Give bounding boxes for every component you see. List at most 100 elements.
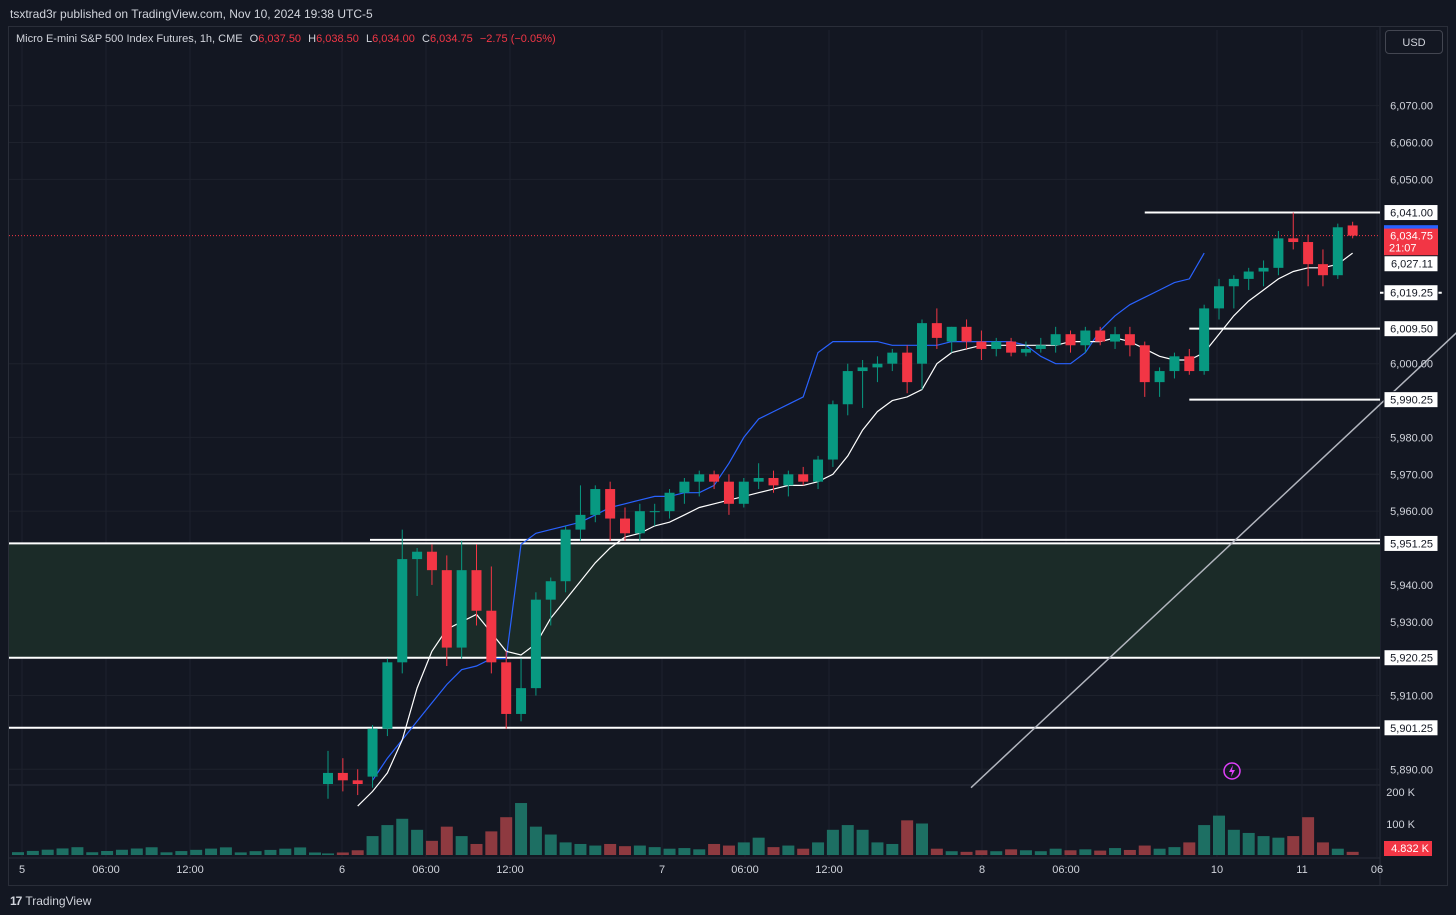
ema-slow-line (372, 252, 1205, 781)
candle-body (1065, 334, 1076, 346)
candle-body (768, 477, 779, 486)
price-tick-label: 6,050.00 (1390, 174, 1433, 186)
volume-bar (589, 845, 602, 855)
volume-bar (1257, 836, 1270, 855)
volume-bar (604, 843, 617, 855)
candle-body (560, 529, 571, 582)
tradingview-brand: TradingView (25, 894, 92, 908)
candle-body (382, 662, 393, 729)
price-label-box (1383, 284, 1439, 302)
price-label-text: 5,901.25 (1390, 723, 1433, 735)
volume-bar (470, 843, 483, 855)
candle-body (1288, 238, 1299, 243)
candle-body (1035, 345, 1046, 349)
candle-body (664, 492, 675, 512)
volume-bar (12, 852, 24, 855)
low-label: L (365, 33, 373, 45)
candle (590, 485, 601, 523)
price-label-box (1383, 719, 1439, 737)
volume-bar (366, 836, 379, 855)
volume-bar (264, 849, 277, 855)
volume-bar (916, 823, 928, 855)
volume-bar (41, 849, 54, 855)
candle (412, 548, 423, 596)
candle-body (1006, 341, 1017, 353)
price-label: 6,041.00 (1383, 204, 1439, 222)
candle-body (1139, 345, 1150, 383)
price-axis: 6,070.00 6,060.00 6,050.00 6,000.00 5,980.00… (1383, 101, 1439, 856)
price-label: 6,019.25 (1383, 284, 1439, 302)
candle (1080, 326, 1091, 353)
candle-body (1228, 278, 1239, 287)
volume-bar (500, 817, 513, 855)
candle (1258, 260, 1269, 287)
candle-body (620, 518, 630, 534)
volume-bar (1064, 850, 1077, 855)
demand-zone (9, 543, 1380, 658)
price-label-text: 6,041.00 (1390, 208, 1433, 220)
candle-body (902, 352, 913, 383)
time-tick-label: 06:00 (1052, 864, 1080, 876)
time-tick-label: 11 (1296, 864, 1307, 876)
price-tick-label: 5,910.00 (1390, 691, 1433, 703)
candle (664, 489, 675, 519)
tradingview-logo: 17 TradingView (10, 894, 91, 908)
candle (1020, 341, 1031, 357)
candle-body (842, 371, 853, 405)
candle-body (1124, 334, 1135, 346)
candle-body (486, 610, 497, 663)
volume-bar (663, 848, 676, 855)
lightning-alert-icon[interactable] (1223, 762, 1241, 780)
low-value: 6,034.00 (372, 33, 415, 45)
volume-bar (559, 842, 572, 855)
volume-bar (797, 848, 810, 855)
candle (560, 525, 571, 593)
volume-bar (1242, 832, 1255, 855)
candle (456, 540, 467, 659)
candle-body (456, 570, 467, 648)
candle-body (887, 352, 898, 364)
candle (486, 566, 497, 674)
candle (753, 463, 764, 490)
candle-body (931, 323, 942, 338)
candle (1169, 352, 1180, 379)
volume-bar (1183, 842, 1196, 855)
candle-body (1332, 227, 1343, 276)
candle (1214, 278, 1224, 320)
candle (397, 529, 408, 674)
candle (516, 658, 527, 722)
candle-body (1243, 271, 1254, 279)
volume-bar (1168, 847, 1181, 855)
volume-bar (309, 852, 321, 855)
volume-bar (1094, 850, 1107, 855)
candle-body (738, 481, 749, 504)
candle (1154, 367, 1165, 397)
candle (471, 544, 482, 626)
candle (946, 326, 957, 353)
volume-bar (1138, 845, 1151, 855)
volume-bar (812, 842, 825, 855)
price-label-box (1383, 649, 1439, 667)
volume-bar (752, 837, 765, 855)
candle (723, 474, 734, 515)
candle (605, 481, 616, 541)
volume-bar (1198, 825, 1211, 855)
volume-bar (1287, 836, 1300, 855)
currency-button[interactable]: USD (1385, 30, 1443, 54)
candle-body (1273, 238, 1284, 268)
volume-bar (708, 843, 721, 855)
candle-body (827, 404, 838, 460)
price-chart[interactable]: 6,070.00 6,060.00 6,050.00 6,000.00 5,980.00… (0, 0, 1456, 886)
price-tick-label: 5,980.00 (1390, 432, 1433, 444)
candle-body (1347, 225, 1358, 236)
candle-body (575, 514, 586, 530)
chart-frame[interactable] (8, 26, 1448, 886)
candle-body (1095, 330, 1106, 342)
volume-bar (1316, 842, 1329, 855)
volume-bar (990, 851, 1003, 855)
volume-bar (767, 847, 780, 855)
price-tick-label: 5,960.00 (1390, 506, 1433, 518)
volume-bar (190, 849, 203, 855)
price-label-text: 6,009.50 (1390, 324, 1433, 336)
candle-body (516, 688, 527, 714)
